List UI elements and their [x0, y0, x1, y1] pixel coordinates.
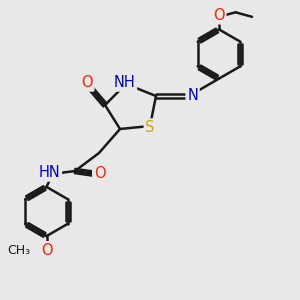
Text: HN: HN	[39, 165, 60, 180]
Text: O: O	[81, 75, 93, 90]
Text: O: O	[94, 167, 105, 182]
Text: O: O	[41, 243, 52, 258]
Text: NH: NH	[114, 75, 135, 90]
Text: O: O	[213, 8, 225, 23]
Text: CH₃: CH₃	[7, 244, 30, 257]
Text: N: N	[187, 88, 198, 104]
Text: S: S	[145, 120, 155, 135]
